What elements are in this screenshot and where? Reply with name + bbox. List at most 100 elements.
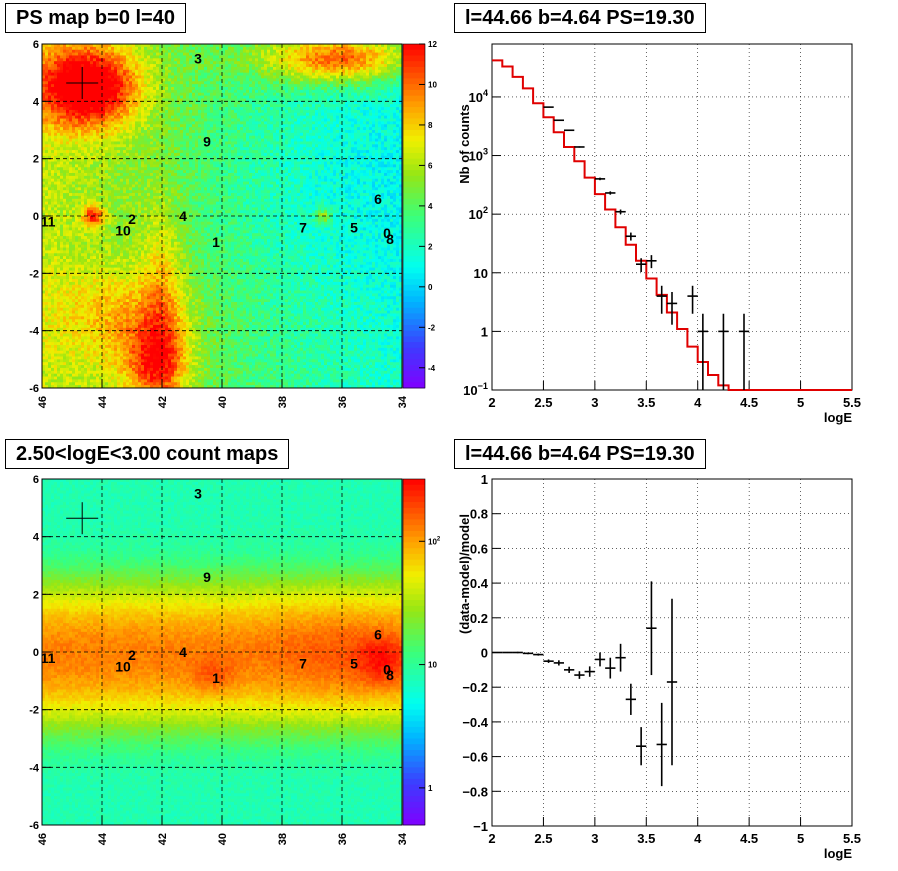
count-map-colorbar-cell — [403, 750, 425, 757]
count-map-colorbar-cell — [403, 813, 425, 820]
count-map-colorbar-cell — [403, 634, 425, 641]
ps-map-colorbar-cell — [403, 175, 425, 182]
ps-map-colorbar-label: 4 — [428, 202, 433, 211]
count-map-source-label: 10 — [115, 658, 131, 674]
spectrum-ytick-label: 10−1 — [463, 381, 488, 398]
spectrum-xtick-label: 3 — [591, 395, 598, 410]
ps-map-ytick-label: -2 — [29, 268, 39, 280]
count-map-colorbar-frame — [402, 478, 426, 826]
count-map-colorbar-cell — [403, 680, 425, 687]
count-map-colorbar-cell — [403, 530, 425, 538]
ps-map-colorbar-cell — [403, 198, 425, 205]
residual-xtick-label: 4.5 — [740, 831, 758, 846]
count-map-source-label: 8 — [386, 667, 394, 683]
ps-map-ytick-label: 0 — [33, 211, 39, 223]
ps-map-colorbar-cell — [403, 55, 425, 62]
count-map-colorbar-label: 10 — [428, 661, 437, 670]
ps-map-colorbar-cell — [403, 284, 425, 291]
ps-map-title: PS map b=0 l=40 — [5, 3, 186, 33]
spectrum-ytick-label: 104 — [468, 88, 488, 105]
ps-map-colorbar-cell — [403, 141, 425, 148]
count-map-colorbar-cell — [403, 663, 425, 670]
count-map-colorbar-cell — [403, 755, 425, 762]
count-map-xtick-label: 46 — [37, 833, 49, 845]
ps-map-xtick-label: 42 — [157, 396, 169, 408]
ps-map-colorbar-cell — [403, 210, 425, 217]
count-map-colorbar-cell — [403, 536, 425, 543]
ps-map-ytick-label: 4 — [33, 96, 40, 108]
spectrum-plot-area — [492, 44, 852, 390]
count-map-colorbar-cell — [403, 773, 425, 780]
count-map-colorbar-cell — [403, 657, 425, 664]
residual-xtick-label: 3.5 — [637, 831, 655, 846]
ps-map-source-label: 1 — [212, 234, 220, 250]
count-map-source-label: 11 — [41, 650, 56, 666]
count-map-ytick-label: -2 — [29, 705, 39, 717]
ps-map-colorbar-cell — [403, 227, 425, 234]
count-map-colorbar-cell — [403, 646, 425, 653]
ps-map-colorbar-cell — [403, 342, 425, 349]
residual-ylabel: (data-model)/model — [457, 514, 472, 634]
residual-xtick-label: 3 — [591, 831, 598, 846]
count-map-colorbar-cell — [403, 669, 425, 676]
count-map-colorbar-cell — [403, 790, 425, 797]
ps-map-xtick-label: 44 — [97, 395, 109, 408]
residual-ytick-label: −0.6 — [462, 750, 488, 765]
ps-map-colorbar-cell — [403, 290, 425, 297]
ps-map-colorbar-label: 8 — [428, 121, 433, 130]
residual-ytick-label: −0.4 — [462, 715, 488, 730]
ps-map-colorbar-cell — [403, 353, 425, 360]
count-map-source-label: 3 — [194, 485, 202, 501]
count-map-colorbar-cell — [403, 507, 425, 514]
ps-map-colorbar-cell — [403, 187, 425, 194]
spectrum-xtick-label: 5 — [797, 395, 804, 410]
count-map-colorbar-cell — [403, 525, 425, 532]
ps-map-colorbar-cell — [403, 170, 425, 177]
ps-map-colorbar-cell — [403, 313, 425, 320]
ps-map-colorbar-label: 6 — [428, 161, 433, 170]
ps-map-source-label: 10 — [115, 222, 131, 238]
count-map-colorbar-cell — [403, 801, 425, 809]
count-map-colorbar-cell — [403, 819, 425, 826]
ps-map-colorbar-cell — [403, 84, 425, 91]
count-map-colorbar-cell — [403, 675, 425, 682]
count-map-source-label: 2 — [128, 647, 136, 663]
count-map-colorbar-cell — [403, 715, 425, 722]
ps-map-colorbar-cell — [403, 324, 425, 332]
ps-map-colorbar-cell — [403, 261, 425, 268]
spectrum-xtick-label: 2 — [488, 395, 495, 410]
ps-map-colorbar-cell — [403, 336, 425, 343]
ps-map-colorbar-cell — [403, 112, 425, 119]
count-map-cells — [42, 479, 403, 826]
count-map-ytick-label: -6 — [29, 820, 39, 832]
ps-map-colorbar-label: -2 — [428, 323, 436, 332]
count-map-colorbar-cell — [403, 721, 425, 728]
count-map-xtick-label: 40 — [217, 833, 229, 845]
spectrum-xtick-label: 2.5 — [534, 395, 552, 410]
residual-ytick-label: −1 — [473, 819, 488, 834]
residual-ytick-label: −0.8 — [462, 784, 488, 799]
count-map-colorbar-cell — [403, 490, 425, 497]
ps-map-colorbar-cell — [403, 319, 425, 326]
ps-map-source-label: 7 — [299, 219, 307, 235]
count-map-xtick-label: 34 — [397, 832, 409, 845]
ps-map-colorbar-cell — [403, 238, 425, 246]
ps-map-source-label: 6 — [374, 191, 382, 207]
count-map-source-label: 0 — [383, 661, 391, 677]
ps-map-colorbar-cell — [403, 273, 425, 280]
ps-map-source-label: 5 — [350, 219, 358, 235]
count-map-colorbar-cell — [403, 484, 425, 491]
count-map-colorbar-cell — [403, 605, 425, 613]
ps-map-xtick-label: 38 — [277, 396, 289, 408]
ps-map-colorbar-cell — [403, 250, 425, 257]
count-map-colorbar-cell — [403, 519, 425, 526]
count-map-source-label: 1 — [212, 670, 220, 686]
count-map-colorbar-cell — [403, 692, 425, 699]
ps-map-colorbar-cell — [403, 365, 425, 372]
count-map-xtick-label: 44 — [97, 832, 109, 845]
count-map-source-label: 9 — [203, 569, 211, 585]
spectrum-xlabel: logE — [824, 410, 852, 425]
ps-map-xtick-label: 34 — [397, 395, 409, 408]
